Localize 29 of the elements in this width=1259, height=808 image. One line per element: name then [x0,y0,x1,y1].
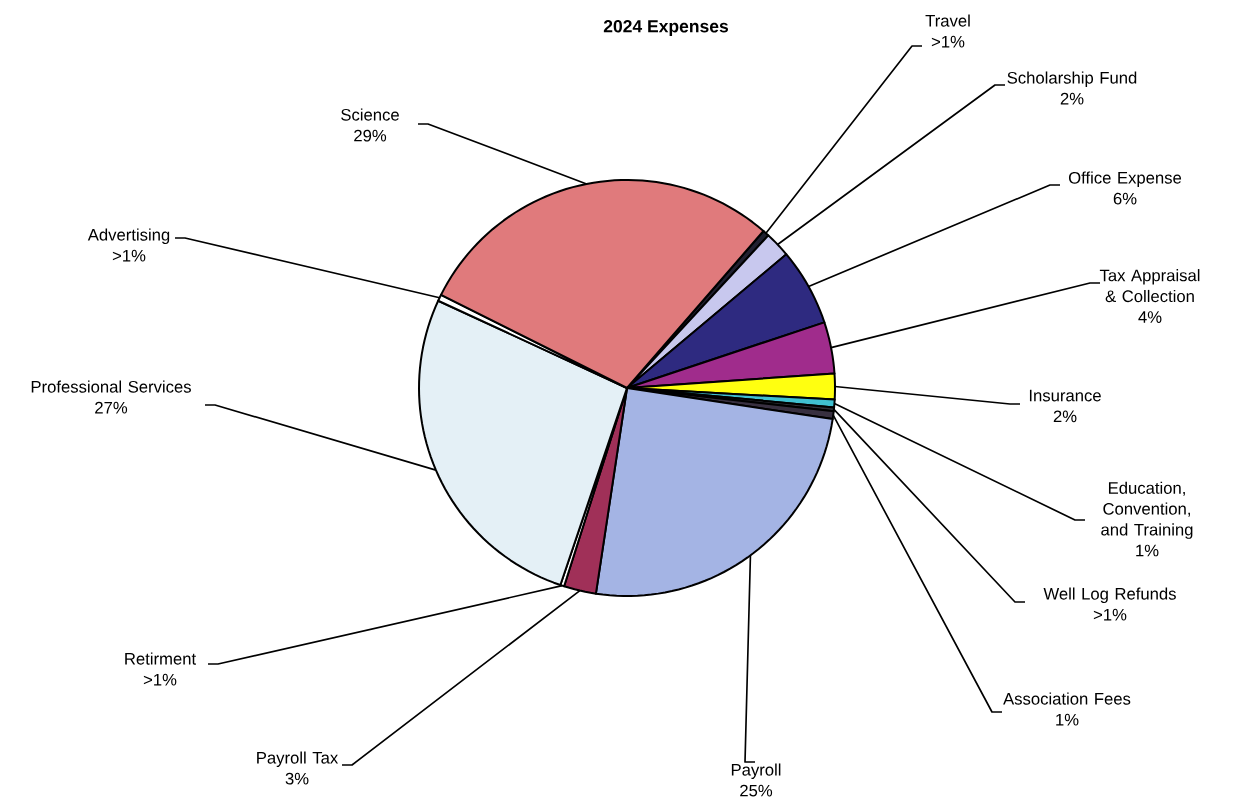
slice-label: Payroll [731,763,781,779]
data-label: 1% [1056,713,1079,726]
slice-label: Retirment [125,652,197,665]
slice-label: Advertising [87,228,170,245]
chart-title: 2024 Expenses [603,20,729,36]
data-label: >1% [112,249,146,262]
slice-label: Office Expense [1068,171,1182,187]
data-label: 25% [740,784,773,797]
slice-label: Science [341,108,399,121]
data-label: >1% [1093,608,1127,621]
data-label: 29% [354,129,387,142]
data-label: 6% [1113,192,1137,205]
slice-label: Well Log Refunds [1043,587,1176,604]
slice-label: Scholarship Fund [1007,71,1137,88]
data-label: 2% [1053,410,1077,423]
data-label: 1% [1136,544,1159,557]
data-label: 3% [285,772,309,785]
slice-label: Association Fees [1003,692,1131,705]
data-label: 4% [1138,311,1162,323]
data-label: 27% [95,401,128,414]
data-label: >1% [931,35,965,48]
slice-label: Travel [925,14,970,27]
slice-label: Professional Services [31,380,191,393]
slice-label: Payroll Tax [257,751,339,767]
slice-label: Insurance [1029,389,1101,402]
data-label: >1% [143,673,177,686]
slice-label: Education, Convention, and Training [1101,481,1193,539]
data-label: 2% [1060,92,1084,105]
slice-label: Tax Appraisal & Collection [1099,269,1200,303]
